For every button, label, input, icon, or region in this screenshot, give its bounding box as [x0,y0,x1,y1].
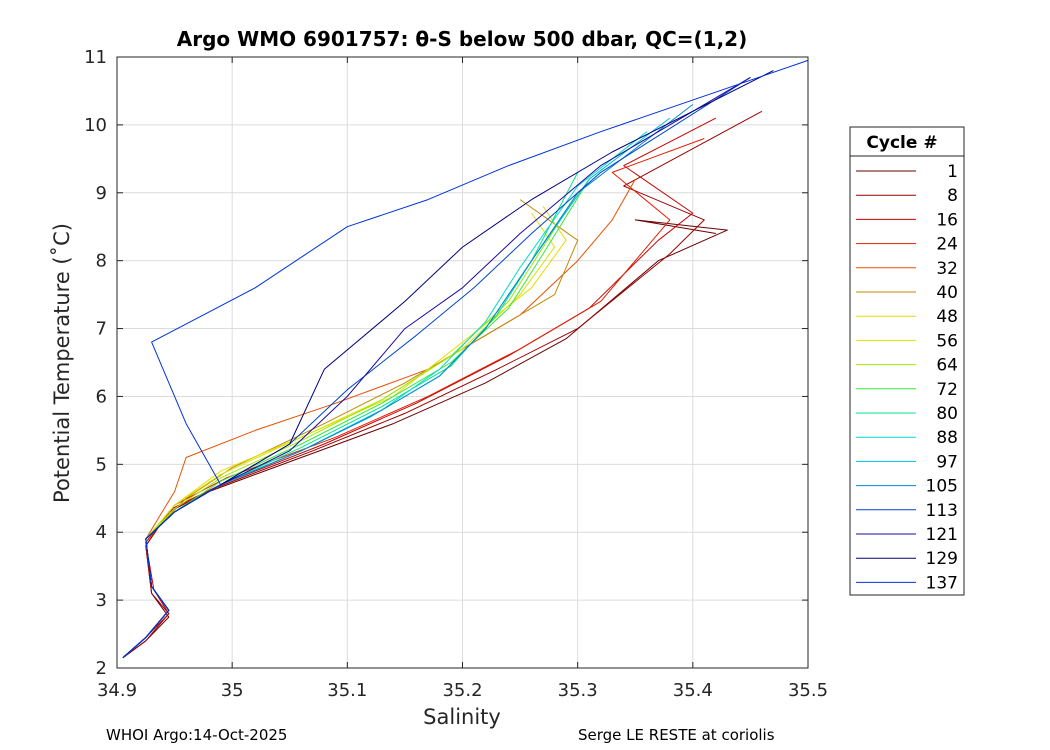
series-line-cycle-16 [122,117,717,659]
legend-label-cycle-16: 16 [936,210,958,230]
legend-label-cycle-72: 72 [936,380,958,400]
y-tick-label: 4 [96,522,107,543]
legend-label-cycle-32: 32 [936,259,958,279]
x-tick-label: 35.4 [673,680,713,701]
x-tick-label: 35.1 [327,680,367,701]
x-axis-ticks: 34.9 35 35.1 35.2 35.3 35.4 35.5 [97,57,828,701]
footer-right: Serge LE RESTE at coriolis [578,726,775,744]
legend-label-cycle-8: 8 [947,186,958,206]
y-tick-label: 9 [96,183,107,204]
x-tick-label: 35 [221,680,244,701]
series-lines [122,59,809,659]
y-tick-label: 5 [96,454,107,475]
legend-label-cycle-121: 121 [926,525,958,545]
footer-left: WHOI Argo:14-Oct-2025 [106,726,287,744]
legend-label-cycle-129: 129 [926,549,958,569]
legend-label-cycle-64: 64 [936,356,958,376]
y-axis-label: Potential Temperature (˚C) [50,223,74,503]
y-tick-label: 7 [96,319,107,340]
series-line-cycle-137 [122,59,809,659]
legend-label-cycle-80: 80 [936,404,958,424]
legend-label-cycle-137: 137 [926,573,958,593]
legend-label-cycle-56: 56 [936,331,958,351]
legend-box [849,126,965,596]
legend-title: Cycle # [866,133,937,153]
y-axis-ticks: 2 3 4 5 6 7 8 9 10 11 [84,47,808,679]
x-tick-label: 35.3 [558,680,598,701]
x-tick-label: 35.5 [788,680,828,701]
chart-title: Argo WMO 6901757: θ-S below 500 dbar, QC… [177,27,747,51]
series-line-cycle-8 [122,110,763,659]
x-tick-label: 35.2 [442,680,482,701]
y-tick-label: 11 [84,47,107,68]
legend-label-cycle-48: 48 [936,307,958,327]
y-tick-label: 10 [84,115,107,136]
x-tick-label: 34.9 [97,680,137,701]
legend-label-cycle-97: 97 [936,452,958,472]
legend-label-cycle-105: 105 [926,477,958,497]
y-tick-label: 8 [96,251,107,272]
y-tick-label: 3 [96,590,107,611]
legend-label-cycle-1: 1 [947,162,958,182]
legend-items: 1 8 16 24 32 40 48 56 64 72 80 88 97 105 113 121 129 137 [856,162,958,593]
x-axis-label: Salinity [423,705,501,729]
legend-label-cycle-40: 40 [936,283,958,303]
legend-label-cycle-113: 113 [926,501,958,521]
y-tick-label: 6 [96,386,107,407]
y-tick-label: 2 [96,658,107,679]
legend-label-cycle-88: 88 [936,428,958,448]
legend-label-cycle-24: 24 [936,235,958,255]
series-line-cycle-1 [122,219,728,659]
legend: Cycle # 1 8 16 24 32 40 48 56 64 72 80 88 97 105 113 12… [849,126,965,596]
